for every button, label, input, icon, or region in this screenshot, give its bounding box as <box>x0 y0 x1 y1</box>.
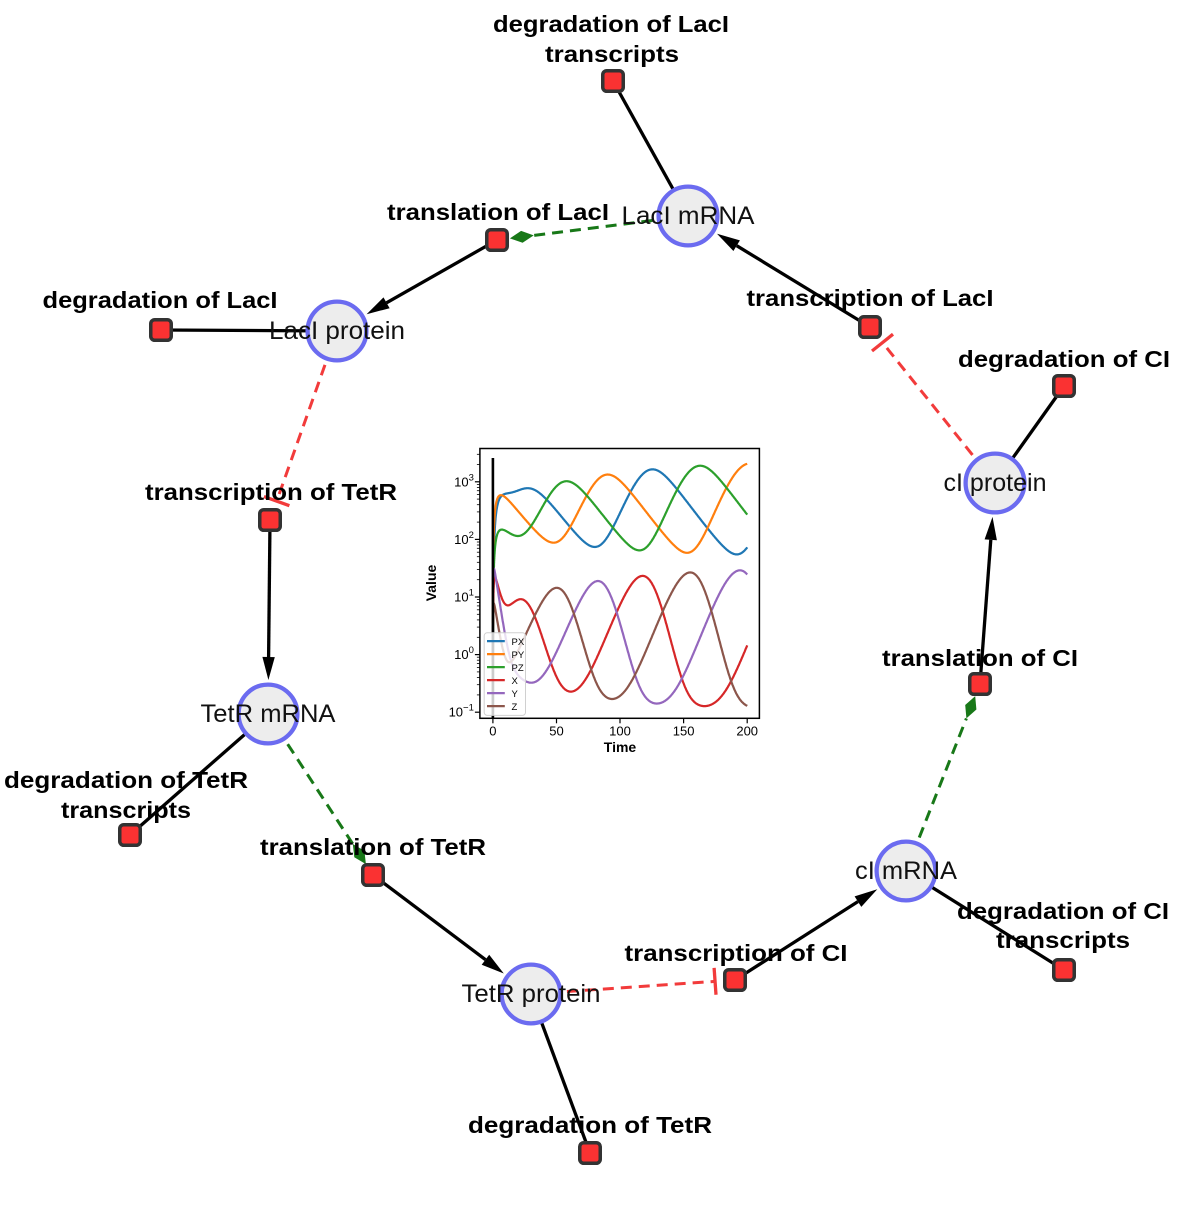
svg-text:PZ: PZ <box>512 663 524 674</box>
svg-text:200: 200 <box>736 723 758 738</box>
svg-text:degradation of CI: degradation of CI <box>958 346 1170 372</box>
svg-text:Y: Y <box>512 689 519 700</box>
svg-text:translation of CI: translation of CI <box>882 645 1078 671</box>
svg-text:degradation of TetR: degradation of TetR <box>4 767 248 793</box>
svg-text:degradation of LacI: degradation of LacI <box>43 287 278 313</box>
svg-text:transcription of TetR: transcription of TetR <box>145 479 397 505</box>
svg-text:0: 0 <box>489 723 496 738</box>
svg-text:transcription of LacI: transcription of LacI <box>747 285 994 311</box>
svg-text:translation of TetR: translation of TetR <box>260 834 486 860</box>
svg-text:Time: Time <box>604 739 637 755</box>
svg-text:translation of LacI: translation of LacI <box>387 199 609 225</box>
svg-text:LacI mRNA: LacI mRNA <box>622 202 755 230</box>
svg-text:cI protein: cI protein <box>944 469 1047 497</box>
svg-text:50: 50 <box>549 723 563 738</box>
svg-text:TetR mRNA: TetR mRNA <box>201 700 336 728</box>
svg-text:Z: Z <box>512 702 518 713</box>
svg-text:cI mRNA: cI mRNA <box>855 857 957 885</box>
svg-text:transcripts: transcripts <box>61 797 191 823</box>
svg-text:degradation of CI: degradation of CI <box>957 898 1169 924</box>
svg-text:transcripts: transcripts <box>996 927 1130 953</box>
svg-text:PY: PY <box>512 650 525 661</box>
svg-text:PX: PX <box>512 637 525 648</box>
svg-text:150: 150 <box>673 723 695 738</box>
svg-text:X: X <box>512 676 519 687</box>
svg-text:Value: Value <box>423 565 439 602</box>
svg-text:transcripts: transcripts <box>545 41 679 67</box>
svg-text:TetR protein: TetR protein <box>462 980 601 1008</box>
svg-text:100: 100 <box>609 723 631 738</box>
svg-text:LacI protein: LacI protein <box>269 317 405 345</box>
svg-text:degradation of LacI: degradation of LacI <box>493 11 729 37</box>
svg-text:degradation of TetR: degradation of TetR <box>468 1112 712 1138</box>
svg-text:transcription of CI: transcription of CI <box>625 940 848 966</box>
